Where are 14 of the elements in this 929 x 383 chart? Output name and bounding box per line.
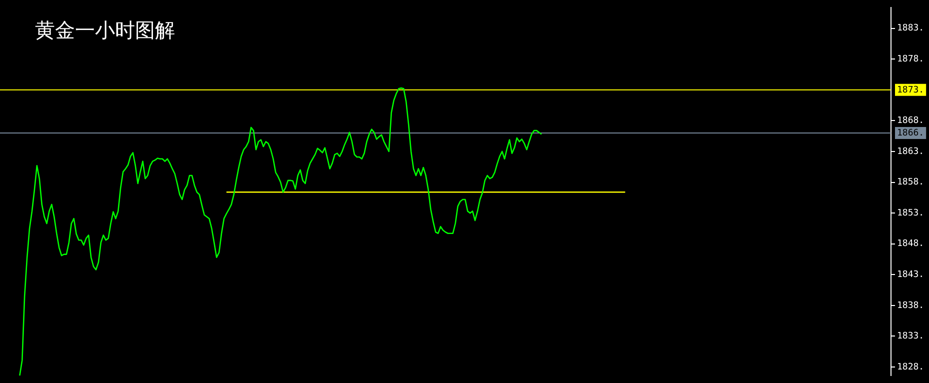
y-tick-label: 1863. bbox=[897, 146, 924, 157]
ref-line-label: 1873. bbox=[897, 85, 924, 96]
y-tick-label: 1868. bbox=[897, 116, 924, 126]
y-tick-label: 1833. bbox=[897, 332, 924, 342]
y-tick-label: 1843. bbox=[897, 270, 924, 280]
y-tick-label: 1853. bbox=[897, 208, 924, 218]
y-tick-label: 1883. bbox=[897, 24, 924, 34]
y-tick-label: 1878. bbox=[897, 54, 924, 64]
ref-line-label: 1866. bbox=[897, 128, 924, 138]
y-tick-label: 1828. bbox=[897, 362, 924, 372]
y-tick-label: 1848. bbox=[897, 239, 924, 250]
y-tick-label: 1858. bbox=[897, 178, 924, 188]
y-tick-label: 1838. bbox=[897, 300, 924, 311]
text: 黄金一小时图解 bbox=[35, 18, 175, 42]
